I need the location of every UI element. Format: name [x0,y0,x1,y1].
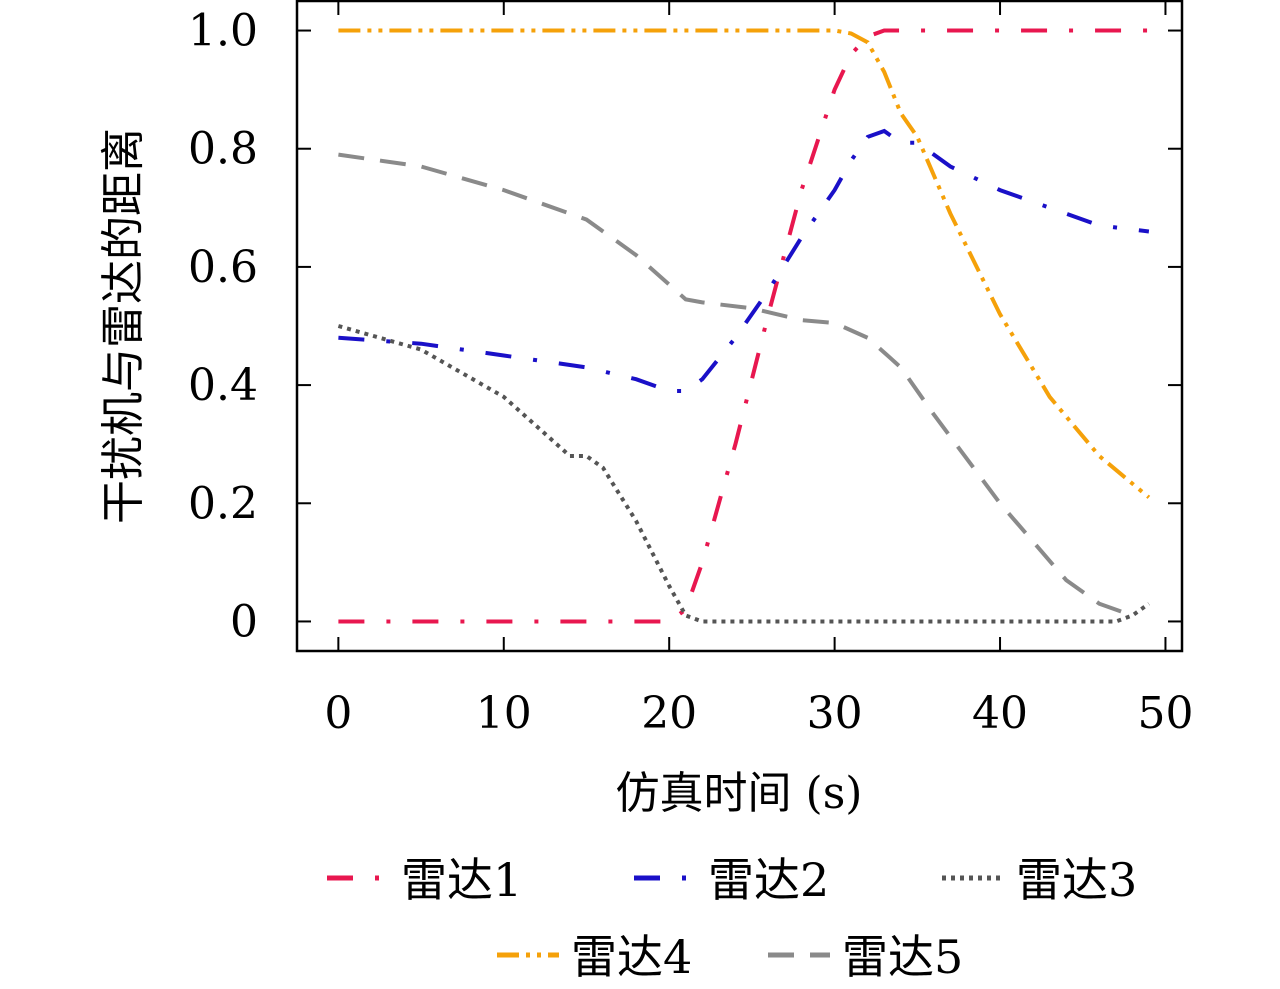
x-tick-label: 30 [807,688,863,739]
y-axis: 0 0.2 0.4 0.6 0.8 1.0 [188,6,1182,647]
y-tick-label: 1.0 [188,6,258,57]
legend-label-5: 雷达5 [842,930,963,984]
series-line-3 [337,324,1151,624]
y-tick-label: 0.2 [188,478,258,529]
y-axis-title: 干扰机与雷达的距离 [98,128,149,524]
x-axis: 0 10 20 30 40 50 [324,1,1193,739]
plot-frame [295,0,1184,653]
y-tick-label: 0 [230,596,258,647]
legend: 雷达1 雷达2 雷达3 雷达4 雷达5 [327,853,1137,984]
x-tick-label: 10 [476,688,532,739]
x-axis-title: 仿真时间 (s) [616,768,863,819]
series-line-1 [338,28,1149,624]
series-line-5 [338,152,1134,618]
x-tick-label: 20 [641,688,697,739]
legend-label-1: 雷达1 [401,853,522,907]
plot-lines [337,28,1151,624]
legend-label-3: 雷达3 [1016,853,1137,907]
x-tick-label: 50 [1137,688,1193,739]
x-tick-label: 0 [324,688,352,739]
x-tick-label: 40 [972,688,1028,739]
series-line-4 [338,28,1151,499]
legend-label-2: 雷达2 [708,853,829,907]
series-line-2 [338,128,1150,393]
y-tick-label: 0.4 [188,360,258,411]
y-tick-label: 0.8 [188,124,258,175]
y-tick-label: 0.6 [188,242,258,293]
legend-label-4: 雷达4 [571,930,692,984]
